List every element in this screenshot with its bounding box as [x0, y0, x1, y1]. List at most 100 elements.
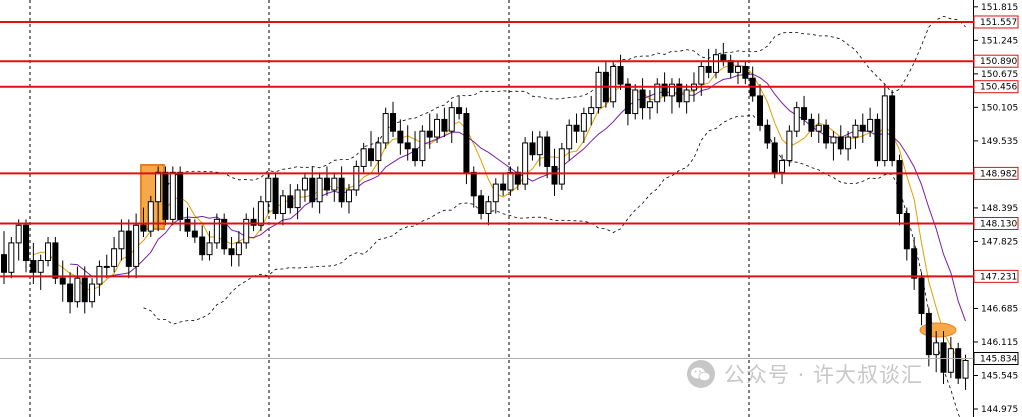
- bollinger-lower-line: [143, 114, 961, 417]
- bearish-candle-body: [551, 165, 558, 185]
- candle: [962, 354, 969, 390]
- candle: [279, 189, 286, 226]
- current-price-label: 145.834: [980, 354, 1017, 364]
- candle: [558, 142, 565, 190]
- candle: [705, 48, 712, 79]
- bearish-candle-body: [529, 142, 536, 156]
- candle: [712, 48, 719, 79]
- candle: [845, 131, 852, 161]
- candle: [111, 237, 118, 273]
- candle: [742, 60, 749, 85]
- y-tick-label: 149.535: [981, 137, 1018, 147]
- bullish-candle-body: [265, 177, 272, 203]
- candle: [940, 331, 947, 385]
- candle: [874, 113, 881, 167]
- candle: [529, 131, 536, 161]
- bullish-candle-body: [360, 148, 367, 167]
- bearish-candle-body: [742, 65, 749, 79]
- bullish-candle-body: [962, 359, 969, 379]
- bullish-candle-body: [353, 165, 360, 191]
- bearish-candle-body: [874, 118, 881, 162]
- candle: [698, 60, 705, 96]
- candle: [448, 101, 455, 143]
- candle: [67, 272, 74, 314]
- bullish-candle-body: [485, 201, 492, 214]
- y-tick-label: 151.815: [981, 3, 1018, 13]
- candle: [162, 166, 169, 226]
- bullish-candle-body: [683, 89, 690, 103]
- bearish-candle-body: [59, 277, 66, 285]
- bullish-candle-body: [15, 224, 22, 244]
- bearish-candle-body: [287, 195, 294, 209]
- candle: [947, 336, 954, 379]
- bullish-candle-body: [45, 242, 52, 262]
- candle: [492, 178, 499, 214]
- bullish-candle-body: [580, 113, 587, 132]
- candle: [404, 125, 411, 161]
- candle: [933, 331, 940, 373]
- candle: [228, 237, 235, 267]
- watermark: 公众号 · 许大叔谈汇: [686, 357, 923, 391]
- candle: [551, 148, 558, 196]
- candle: [903, 207, 910, 261]
- price-level-label: 148.982: [980, 169, 1017, 179]
- price-level-label: 147.231: [980, 272, 1017, 282]
- candle: [911, 237, 918, 290]
- bullish-candle-body: [867, 118, 874, 132]
- y-tick-label: 146.685: [981, 304, 1018, 314]
- bearish-candle-body: [191, 230, 198, 238]
- bullish-candle-body: [654, 83, 661, 103]
- price-level-label: 150.456: [980, 83, 1017, 93]
- candle: [837, 125, 844, 155]
- candle: [918, 272, 925, 326]
- candle: [881, 84, 888, 167]
- price-level-tag: [973, 54, 1019, 68]
- candle: [169, 166, 176, 226]
- bearish-candle-body: [889, 95, 896, 162]
- candle: [412, 131, 419, 167]
- current-price-tag: [973, 351, 1019, 365]
- bearish-candle-body: [925, 312, 932, 356]
- candle: [485, 195, 492, 226]
- candle: [544, 131, 551, 179]
- bullish-candle-body: [133, 224, 140, 267]
- candle: [463, 107, 470, 185]
- bearish-candle-body: [911, 248, 918, 279]
- bearish-candle-body: [412, 148, 419, 162]
- bullish-candle-body: [735, 65, 741, 73]
- bearish-candle-body: [309, 177, 316, 203]
- candle: [434, 113, 441, 143]
- bullish-candle-body: [881, 95, 888, 162]
- candle: [801, 95, 808, 126]
- bullish-candle-body: [331, 177, 338, 191]
- bullish-candle-body: [698, 65, 705, 85]
- candle: [507, 166, 514, 196]
- candle: [514, 166, 521, 190]
- price-level-label: 150.890: [980, 57, 1017, 67]
- bullish-candle-body: [786, 130, 793, 162]
- candle: [213, 213, 220, 249]
- candle: [808, 113, 815, 138]
- candle: [1, 231, 7, 285]
- candle: [668, 78, 675, 114]
- candle: [74, 266, 81, 308]
- bearish-candle-body: [727, 60, 734, 73]
- price-level-tag: [973, 166, 1019, 180]
- bearish-candle-body: [323, 177, 330, 191]
- candle: [896, 154, 903, 226]
- candle: [654, 78, 661, 114]
- candle: [859, 113, 866, 143]
- bullish-candle-body: [595, 71, 602, 109]
- candle: [96, 260, 103, 296]
- candle: [331, 172, 338, 202]
- candle: [764, 119, 771, 149]
- bearish-candle-body: [955, 348, 962, 379]
- bullish-candle-body: [845, 136, 852, 150]
- candle: [823, 119, 830, 149]
- bullish-candle-body: [815, 124, 822, 132]
- bearish-candle-body: [199, 236, 206, 256]
- candle: [683, 84, 690, 114]
- candle: [478, 189, 485, 220]
- candle: [199, 225, 206, 261]
